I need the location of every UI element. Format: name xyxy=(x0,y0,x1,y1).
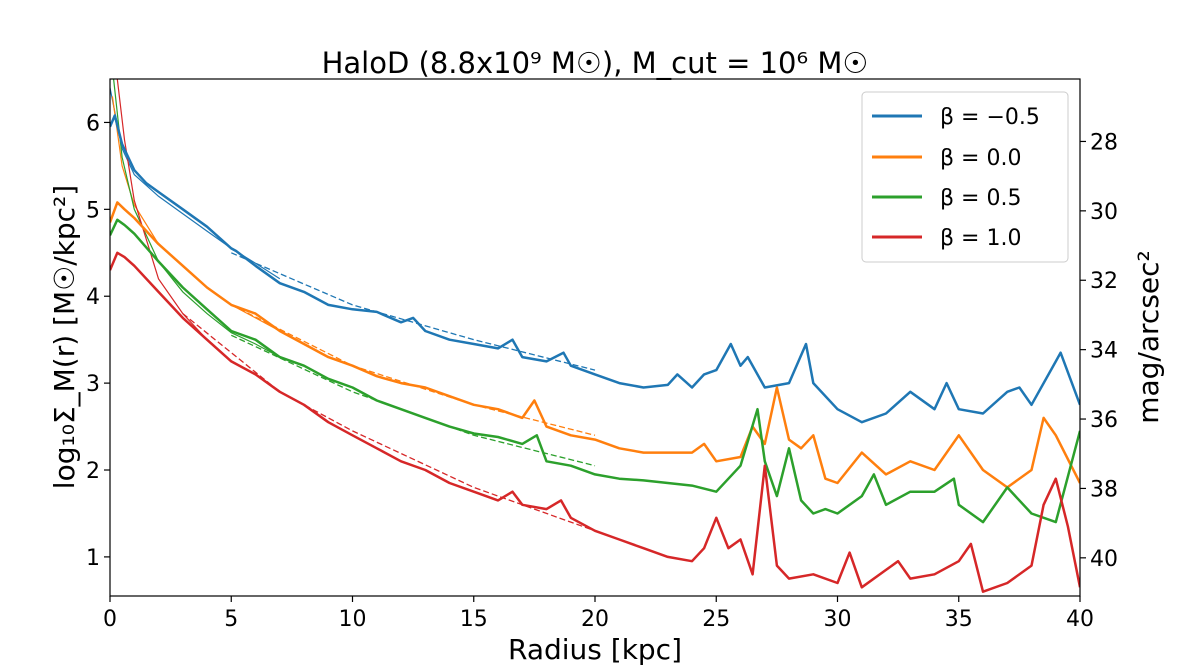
model-curve-2 xyxy=(113,79,281,358)
y-right-tick-label-1: 30 xyxy=(1090,200,1118,225)
series-line-0 xyxy=(110,114,1080,424)
x-tick-label-1: 5 xyxy=(224,607,238,632)
x-tick-label-3: 15 xyxy=(460,607,488,632)
y-axis-label: log₁₀Σ_M(r) [M☉/kpc²] xyxy=(48,185,81,489)
x-tick-label-7: 35 xyxy=(945,607,973,632)
legend-label-2: β = 0.5 xyxy=(940,186,1021,211)
y-right-tick-label-6: 40 xyxy=(1090,547,1118,572)
y-tick-label-1: 2 xyxy=(86,459,100,484)
y-right-tick-label-3: 34 xyxy=(1090,339,1118,364)
model-curve-3 xyxy=(116,79,353,436)
legend: β = −0.5 β = 0.0 β = 0.5 β = 1.0 xyxy=(861,91,1069,263)
legend-label-1: β = 0.0 xyxy=(940,146,1021,171)
y-right-tick-label-4: 36 xyxy=(1090,408,1118,433)
series-line-1 xyxy=(110,201,1080,489)
y-tick-label-0: 1 xyxy=(86,546,100,571)
model-curve-1 xyxy=(111,96,281,332)
x-tick-label-0: 0 xyxy=(103,607,117,632)
fit-curve-0 xyxy=(231,252,596,371)
lines-layer xyxy=(110,79,1080,593)
y-right-tick-label-2: 32 xyxy=(1090,269,1118,294)
legend-label-0: β = −0.5 xyxy=(940,105,1040,130)
y-tick-label-4: 5 xyxy=(86,198,100,223)
x-tick-label-5: 25 xyxy=(702,607,730,632)
legend-label-3: β = 1.0 xyxy=(940,226,1021,251)
legend-box xyxy=(861,91,1069,263)
chart-title: HaloD (8.8x10⁹ M☉), M_cut = 10⁶ M☉ xyxy=(322,46,869,80)
y-axis-right-label: mag/arcsec² xyxy=(1132,250,1165,424)
x-tick-label-6: 30 xyxy=(824,607,852,632)
y-tick-label-3: 4 xyxy=(86,285,100,310)
y-tick-label-5: 6 xyxy=(86,111,100,136)
x-tick-label-8: 40 xyxy=(1066,607,1094,632)
x-tick-label-2: 10 xyxy=(339,607,367,632)
series-line-3 xyxy=(110,251,1080,593)
x-tick-label-4: 20 xyxy=(581,607,609,632)
series-line-2 xyxy=(110,218,1080,524)
model-curve-0 xyxy=(110,87,281,280)
y-right-tick-label-5: 38 xyxy=(1090,477,1118,502)
y-right-tick-label-0: 28 xyxy=(1090,130,1118,155)
fit-curve-3 xyxy=(182,313,596,532)
x-axis-label: Radius [kpc] xyxy=(508,633,682,666)
y-tick-label-2: 3 xyxy=(86,372,100,397)
